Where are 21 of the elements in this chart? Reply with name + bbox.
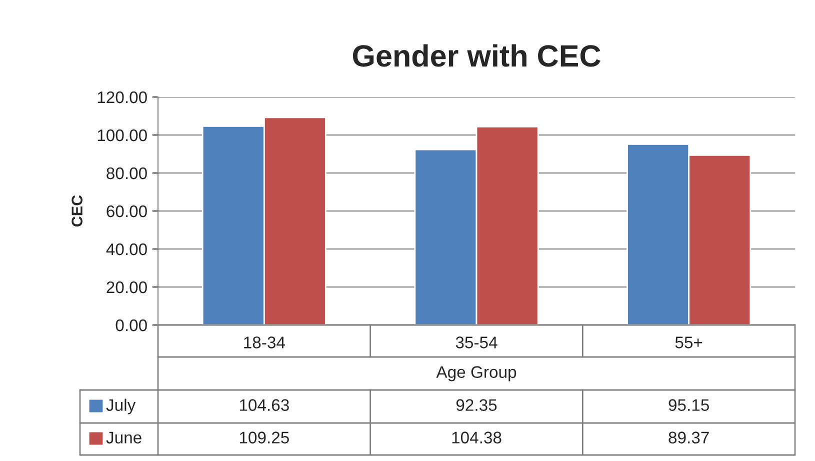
data-label: 95.15 bbox=[668, 399, 709, 411]
y-axis-title: CEC bbox=[72, 195, 82, 226]
x-tick-label: 18-34 bbox=[244, 336, 285, 348]
data-label: 104.38 bbox=[452, 432, 502, 444]
x-tick-label: 55+ bbox=[675, 336, 702, 348]
y-tick-label: 60.00 bbox=[106, 205, 147, 218]
y-tick-label: 80.00 bbox=[106, 167, 147, 180]
y-tick-label: 40.00 bbox=[106, 243, 147, 256]
data-label: 92.35 bbox=[456, 399, 497, 411]
legend-label: July bbox=[106, 398, 136, 414]
chart-title: Gender with CEC bbox=[352, 44, 600, 67]
y-tick-label: 100.00 bbox=[98, 129, 147, 142]
x-tick-label: 35-54 bbox=[456, 336, 498, 348]
x-axis-title: Age Group bbox=[436, 366, 516, 382]
y-tick-label: 120.00 bbox=[98, 91, 147, 104]
data-label: 104.63 bbox=[240, 399, 289, 411]
y-tick-label: 0.00 bbox=[116, 319, 147, 332]
legend-label: June bbox=[106, 432, 142, 444]
y-tick-label: 20.00 bbox=[106, 281, 147, 294]
data-label: 109.25 bbox=[240, 432, 289, 444]
data-label: 89.37 bbox=[668, 432, 709, 444]
